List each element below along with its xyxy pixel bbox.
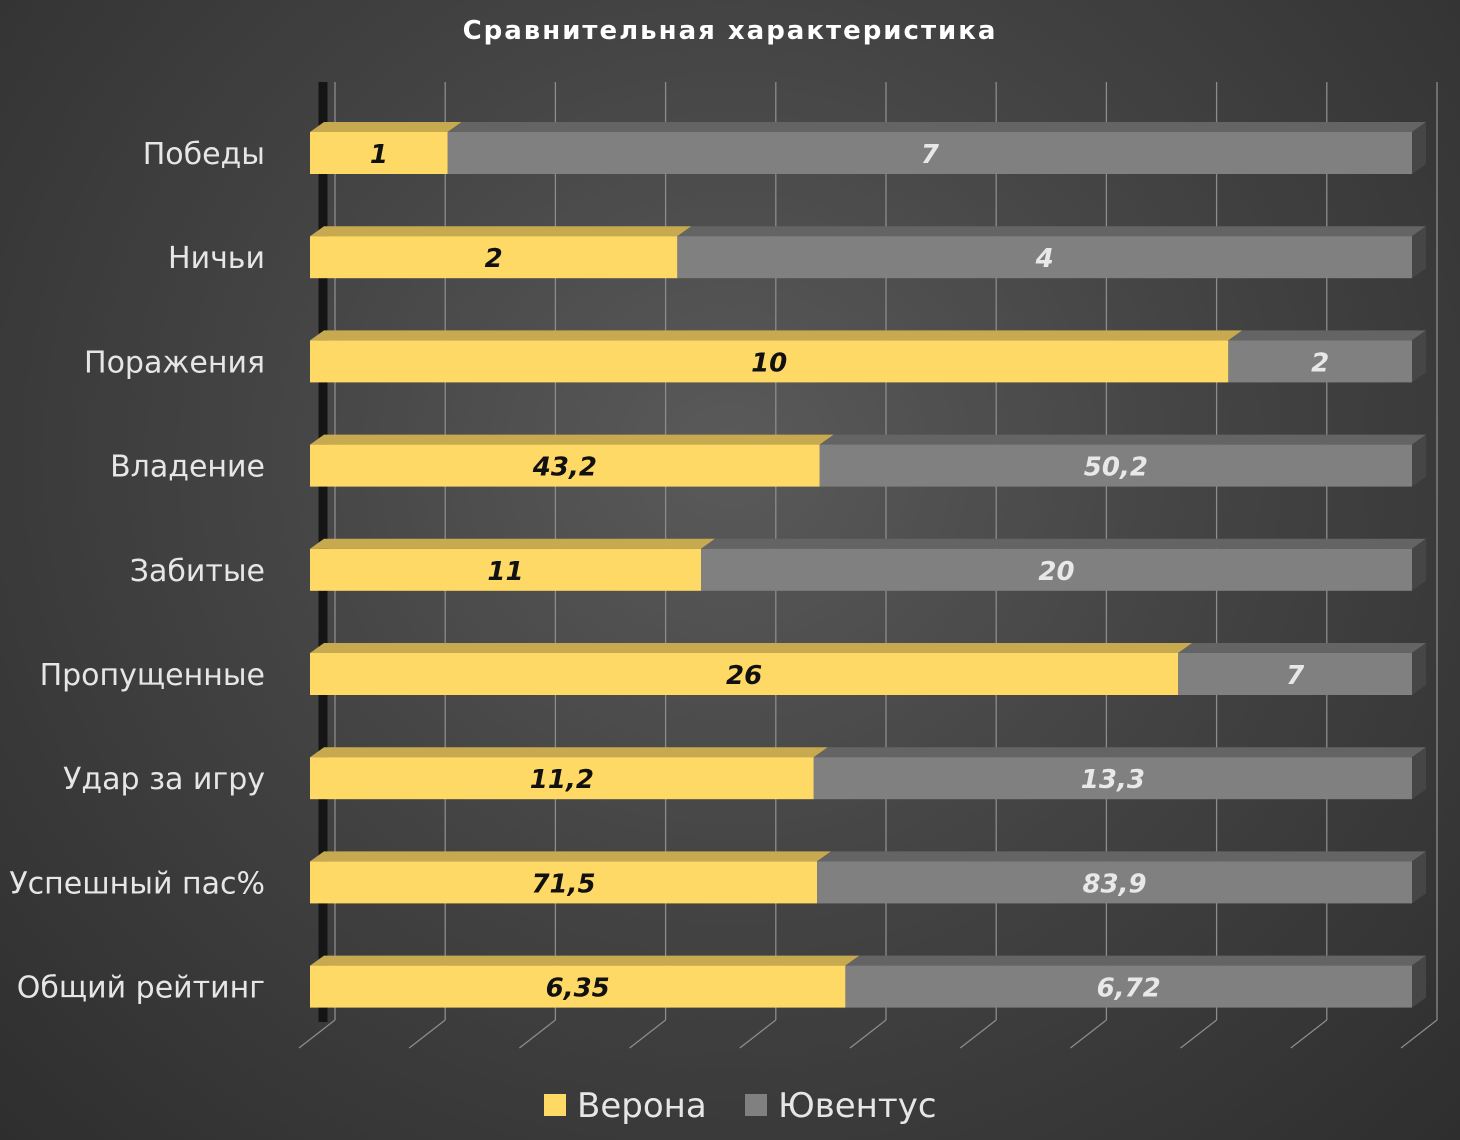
- bar-juventus-top: [813, 747, 1426, 758]
- bar-juventus-side: [1412, 955, 1426, 1008]
- bar-juventus-side: [1412, 851, 1426, 904]
- category-label: Удар за игру: [63, 762, 265, 797]
- legend: Верона Ювентус: [544, 1086, 937, 1126]
- bar-juventus: [447, 132, 1412, 174]
- bar-juventus: [1228, 340, 1412, 383]
- bar-juventus-side: [1412, 434, 1426, 487]
- bar-verona: [310, 236, 678, 279]
- bar-juventus-side: [1412, 747, 1426, 800]
- chart-title: Сравнительная характеристика: [463, 16, 998, 46]
- bar-verona: [310, 444, 820, 487]
- floor-gridline: [849, 1019, 887, 1049]
- bar-juventus: [819, 444, 1412, 487]
- bar-juventus: [845, 965, 1412, 1008]
- bar-juventus: [1178, 653, 1412, 695]
- data-label: 11: [487, 557, 523, 587]
- bar-verona-top: [310, 747, 828, 758]
- bar-verona-top: [310, 330, 1243, 341]
- data-label: 4: [1035, 244, 1054, 274]
- category-label: Пропущенные: [40, 658, 265, 693]
- bar-verona-top: [310, 122, 462, 132]
- floor-gridline: [1400, 1019, 1438, 1049]
- bar-juventus: [677, 236, 1412, 279]
- data-label: 71,5: [531, 869, 595, 899]
- floor-gridline: [1070, 1019, 1107, 1049]
- floor-gridline: [739, 1019, 777, 1049]
- floor-gridline: [629, 1019, 666, 1049]
- data-label: 1: [370, 140, 388, 170]
- data-label: 6,72: [1097, 974, 1161, 1004]
- floor-gridline: [1180, 1019, 1217, 1049]
- category-label: Победы: [143, 137, 265, 172]
- bar-verona: [310, 965, 846, 1008]
- bar-juventus-top: [817, 851, 1426, 862]
- bar-verona: [310, 757, 814, 800]
- bar-juventus-side: [1412, 122, 1426, 174]
- bar-juventus-side: [1412, 330, 1426, 383]
- bar-verona: [310, 653, 1179, 695]
- bar-verona-top: [310, 434, 834, 445]
- data-label: 13,3: [1081, 765, 1145, 795]
- bar-juventus-top: [701, 538, 1426, 549]
- category-label: Общий рейтинг: [17, 971, 265, 1006]
- bar-verona-top: [310, 851, 832, 862]
- bar-juventus: [701, 548, 1412, 591]
- bar-verona: [310, 548, 702, 591]
- category-label: Владение: [110, 450, 265, 485]
- category-label: Поражения: [84, 345, 265, 380]
- bars: 1 7 2 4 10 2 43,2 50,2 11 20 26 7 11,2 13,3 71,5 83,9 6,…: [310, 122, 1426, 1008]
- bar-juventus-side: [1412, 538, 1426, 591]
- legend-swatch-juventus: [745, 1094, 767, 1116]
- data-label: 2: [1311, 348, 1329, 378]
- bar-verona-top: [310, 226, 692, 237]
- data-label: 2: [485, 244, 503, 274]
- floor-gridline: [408, 1019, 446, 1049]
- bar-juventus-top: [819, 434, 1426, 445]
- data-label: 83,9: [1082, 869, 1146, 899]
- legend-swatch-verona: [544, 1094, 566, 1116]
- legend-label-juventus: Ювентус: [778, 1086, 937, 1126]
- bar-verona-top: [310, 538, 716, 549]
- floor-gridline: [298, 1019, 336, 1049]
- data-label: 6,35: [546, 974, 610, 1004]
- bar-juventus: [817, 861, 1412, 904]
- bar-verona-top: [310, 955, 860, 966]
- data-label: 26: [726, 661, 762, 691]
- category-axis: Победы Ничьи Поражения Владение Забитые Пропу…: [9, 137, 265, 1006]
- bar-juventus-top: [1178, 643, 1426, 653]
- bar-verona: [310, 132, 448, 174]
- floor-gridline: [519, 1019, 556, 1049]
- data-label: 7: [1286, 661, 1305, 691]
- bar-juventus-side: [1412, 643, 1426, 695]
- category-label: Ничьи: [168, 241, 265, 276]
- bar-juventus-top: [677, 226, 1426, 237]
- bar-juventus-top: [447, 122, 1426, 132]
- category-label: Забитые: [130, 554, 265, 589]
- data-label: 43,2: [532, 453, 597, 483]
- bar-verona: [310, 340, 1229, 383]
- data-label: 20: [1038, 557, 1074, 587]
- floor-gridline: [1290, 1019, 1328, 1049]
- bar-juventus-side: [1412, 226, 1426, 279]
- data-label: 7: [921, 140, 940, 170]
- bar-verona: [310, 861, 818, 904]
- bar-juventus-top: [845, 955, 1426, 966]
- bar-verona-top: [310, 643, 1193, 653]
- floor-gridline: [959, 1019, 997, 1049]
- data-label: 10: [751, 348, 787, 378]
- data-label: 50,2: [1084, 453, 1148, 483]
- bar-juventus: [813, 757, 1412, 800]
- bar-juventus-top: [1228, 330, 1426, 341]
- legend-label-verona: Верона: [577, 1086, 707, 1126]
- category-label: Успешный пас%: [9, 866, 265, 901]
- data-label: 11,2: [530, 765, 594, 795]
